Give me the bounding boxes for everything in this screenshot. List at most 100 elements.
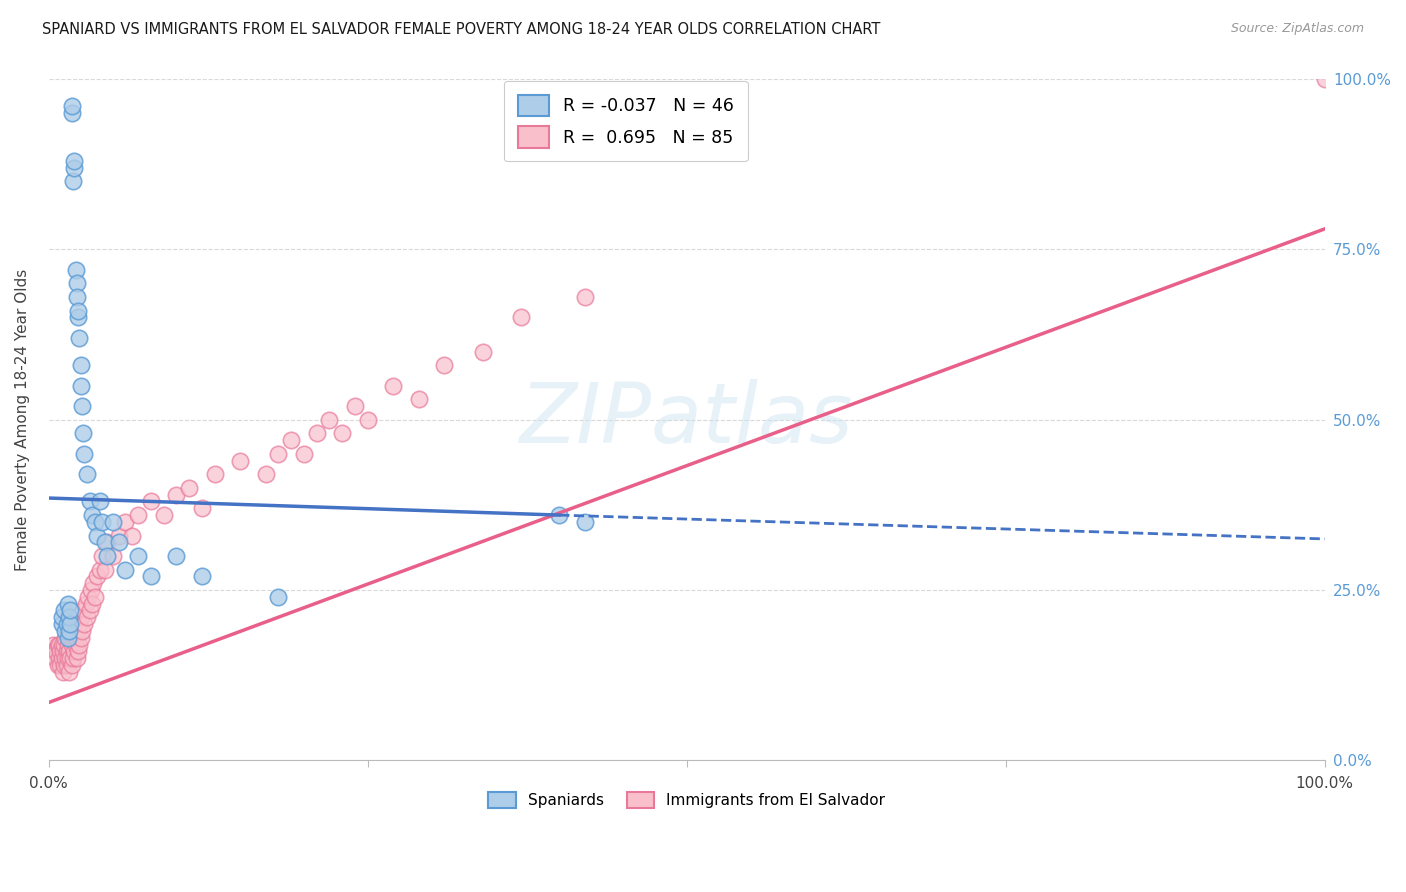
Point (79, 494, 101, 508)
Point (292, 447, 315, 461)
Point (60, 99, 83, 113)
Point (63, 624, 86, 638)
Point (204, 467, 226, 482)
Point (69, 610, 91, 624)
Point (66, 290, 89, 304)
Point (51, 617, 73, 632)
Point (42, 644, 65, 658)
Point (574, 515, 596, 529)
Point (89, 563, 111, 577)
Point (139, 569, 162, 583)
Text: SPANIARD VS IMMIGRANTS FROM EL SALVADOR FEMALE POVERTY AMONG 18-24 YEAR OLDS COR: SPANIARD VS IMMIGRANTS FROM EL SALVADOR … (42, 22, 880, 37)
Point (433, 358, 456, 372)
Point (58, 665, 80, 679)
Point (56, 638, 79, 652)
Point (94, 535, 117, 549)
Text: ZIPatlas: ZIPatlas (520, 379, 853, 460)
Point (82, 508, 104, 522)
Point (46, 658, 69, 673)
Point (67, 617, 90, 632)
Point (66, 631, 89, 645)
Point (267, 590, 290, 604)
Point (94, 563, 117, 577)
Point (55, 617, 77, 632)
Point (59, 617, 82, 632)
Point (48, 651, 70, 665)
Point (330, 426, 353, 441)
Point (56, 631, 79, 645)
Point (69, 358, 91, 372)
Point (69, 631, 91, 645)
Point (46, 638, 69, 652)
Point (49, 658, 72, 673)
Point (108, 535, 131, 549)
Point (48, 638, 70, 652)
Point (59, 651, 82, 665)
Point (58, 644, 80, 658)
Point (127, 508, 149, 522)
Point (44, 651, 66, 665)
Point (67, 331, 90, 345)
Point (86, 569, 108, 583)
Point (89, 494, 111, 508)
Point (51, 638, 73, 652)
Point (70, 399, 93, 413)
Point (52, 665, 75, 679)
Point (73, 617, 96, 632)
Point (82, 576, 104, 591)
Point (191, 501, 214, 516)
Point (65, 638, 87, 652)
Point (60, 658, 83, 673)
Point (60, 106, 83, 120)
Point (318, 412, 340, 426)
Point (67, 624, 90, 638)
Point (121, 528, 143, 542)
Legend: Spaniards, Immigrants from El Salvador: Spaniards, Immigrants from El Salvador (482, 786, 891, 814)
Point (152, 508, 174, 522)
Point (52, 644, 75, 658)
Point (45, 644, 67, 658)
Point (254, 467, 277, 482)
Point (41, 638, 63, 652)
Point (548, 508, 571, 522)
Point (60, 638, 83, 652)
Point (55, 658, 77, 673)
Point (56, 651, 79, 665)
Point (96, 549, 118, 563)
Point (66, 651, 89, 665)
Point (177, 481, 200, 495)
Point (127, 549, 149, 563)
Point (76, 467, 98, 482)
Point (343, 399, 366, 413)
Point (63, 644, 86, 658)
Point (191, 569, 214, 583)
Point (67, 638, 90, 652)
Point (139, 494, 162, 508)
Point (280, 433, 302, 447)
Point (62, 631, 84, 645)
Point (69, 378, 91, 392)
Point (305, 426, 328, 441)
Point (101, 515, 124, 529)
Point (114, 515, 136, 529)
Point (108, 528, 131, 542)
Point (70, 624, 93, 638)
Point (574, 290, 596, 304)
Point (59, 631, 82, 645)
Point (63, 153, 86, 168)
Point (53, 638, 76, 652)
Y-axis label: Female Poverty Among 18-24 Year Olds: Female Poverty Among 18-24 Year Olds (15, 268, 30, 571)
Point (67, 310, 90, 325)
Point (58, 610, 80, 624)
Point (82, 597, 104, 611)
Point (77, 590, 100, 604)
Point (509, 310, 531, 325)
Point (53, 651, 76, 665)
Point (75, 597, 97, 611)
Point (67, 644, 90, 658)
Text: Source: ZipAtlas.com: Source: ZipAtlas.com (1230, 22, 1364, 36)
Point (76, 610, 98, 624)
Point (73, 447, 96, 461)
Point (165, 549, 187, 563)
Point (51, 651, 73, 665)
